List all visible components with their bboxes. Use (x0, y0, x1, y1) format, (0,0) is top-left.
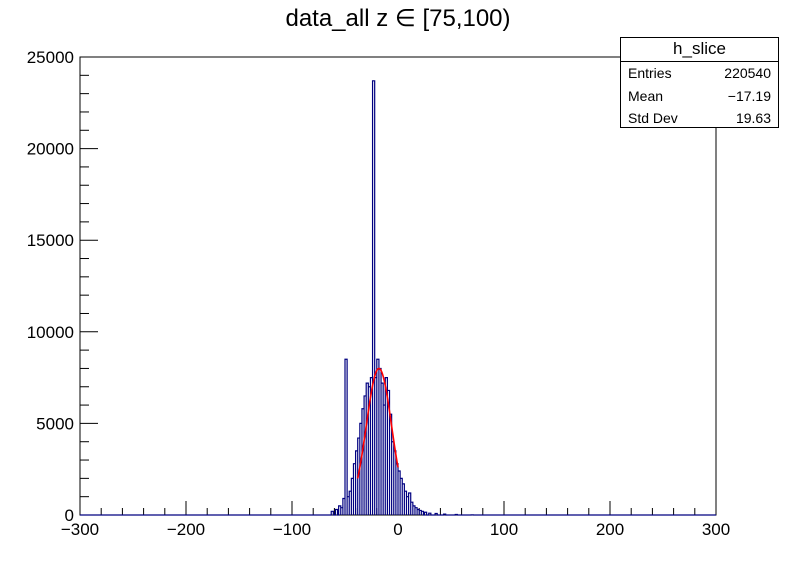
histogram-bin (379, 368, 381, 515)
histogram-bin (455, 514, 457, 515)
histogram-bin (364, 396, 366, 515)
stats-value-stddev: 19.63 (735, 110, 771, 126)
stats-row-mean: Mean −17.19 (621, 85, 778, 108)
histogram-bin (419, 510, 421, 515)
histogram-bin (429, 513, 431, 515)
x-tick-label: 100 (490, 520, 518, 539)
x-tick-label: −300 (61, 520, 99, 539)
y-tick-label: 10000 (27, 323, 74, 342)
histogram-bin (341, 508, 343, 515)
histogram-bin (349, 491, 351, 515)
histogram-bin (444, 514, 446, 515)
x-tick-label: −100 (273, 520, 311, 539)
histogram-bin (415, 508, 417, 515)
histogram-bin (356, 451, 358, 515)
histogram-bin (381, 383, 383, 515)
gaussian-fit-curve (356, 367, 399, 479)
histogram-bin (375, 378, 377, 515)
y-tick-label: 5000 (36, 414, 74, 433)
histogram-bin (377, 359, 379, 515)
histogram-bin (411, 502, 413, 515)
histogram-bin (373, 81, 375, 515)
stats-value-entries: 220540 (724, 65, 771, 81)
histogram-bin (421, 511, 423, 515)
histogram-bin (331, 511, 333, 515)
chart-title: data_all z ∈ [75,100) (285, 5, 511, 32)
histogram-bin (335, 510, 337, 515)
histogram-bin (366, 383, 368, 515)
x-tick-label: 0 (393, 520, 402, 539)
stats-value-mean: −17.19 (727, 87, 771, 104)
stats-row-entries: Entries 220540 (621, 62, 778, 85)
histogram-bin (409, 493, 411, 515)
histogram-outline (80, 80, 716, 516)
histogram-bin (417, 510, 419, 515)
y-tick-label: 15000 (27, 231, 74, 250)
histogram-bin (394, 451, 396, 515)
stats-box-title: h_slice (621, 38, 778, 62)
y-tick-label: 20000 (27, 140, 74, 159)
x-tick-label: 300 (702, 520, 730, 539)
histogram-bin (402, 484, 404, 515)
histogram-bin (435, 514, 437, 515)
stats-label-entries: Entries (628, 65, 672, 81)
stats-row-stddev: Std Dev 19.63 (621, 107, 778, 130)
histogram-bin (362, 409, 364, 515)
histogram-bin (404, 491, 406, 515)
histogram-bin (398, 471, 400, 515)
x-tick-label: 200 (596, 520, 624, 539)
stats-box: h_slice Entries 220540 Mean −17.19 Std D… (620, 37, 779, 128)
histogram-bin (353, 464, 355, 515)
histogram-bin (339, 506, 341, 515)
histogram-bin (347, 497, 349, 515)
histogram-bin (396, 464, 398, 515)
histogram-bin (413, 506, 415, 515)
x-tick-label: −200 (167, 520, 205, 539)
histogram-bin (345, 359, 347, 515)
histogram-bin (392, 442, 394, 515)
stats-label-mean: Mean (628, 87, 664, 104)
histogram-bin (343, 499, 345, 515)
histogram-bin (383, 405, 385, 515)
stats-label-stddev: Std Dev (628, 110, 678, 126)
histogram-bin (425, 512, 427, 515)
y-tick-label: 25000 (27, 48, 74, 67)
histogram-bin (406, 497, 408, 515)
histogram-bin (400, 478, 402, 515)
y-tick-label: 0 (65, 506, 74, 525)
histogram-bin (351, 478, 353, 515)
